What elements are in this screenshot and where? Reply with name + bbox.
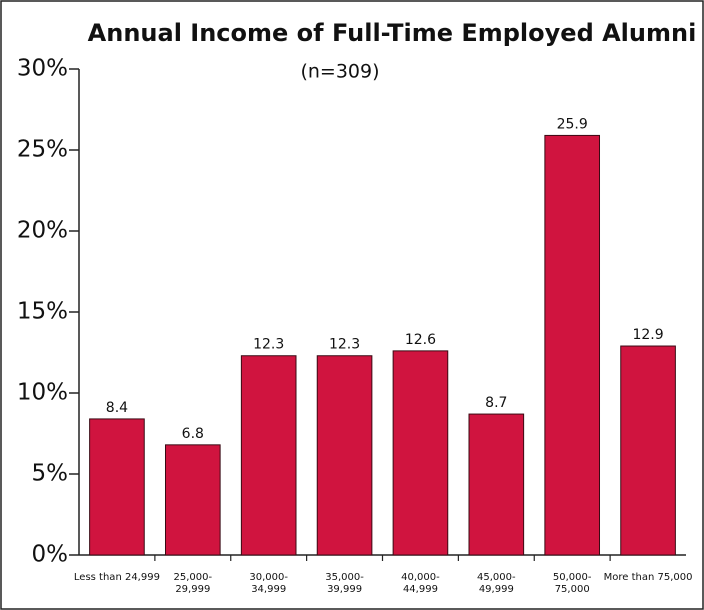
x-tick-label: 30,000- 34,999 [249,572,288,595]
data-label: 8.7 [485,395,507,411]
bar [89,418,145,556]
y-tick-label: 25% [17,137,68,163]
bar [468,413,525,556]
bar [164,444,221,556]
bar [240,355,297,556]
data-label: 8.4 [106,400,128,416]
data-label: 12.6 [405,332,436,348]
data-label: 25.9 [557,116,588,132]
bar [620,345,676,556]
y-tick-label: 10% [17,380,68,406]
chart-subtitle: (n=309) [300,61,379,83]
data-label: 12.3 [329,337,360,353]
x-tick-label: 45,000- 49,999 [477,572,516,595]
bar [316,355,373,556]
x-tick-label: 25,000- 29,999 [173,572,213,595]
x-tick-label: Less than 24,999 [73,572,160,583]
x-tick-label: More than 75,000 [603,572,693,583]
x-tick-label: 50,000- 75,000 [552,572,592,595]
data-label: 12.9 [632,327,663,343]
y-tick-label: 15% [17,299,68,325]
bar [392,350,449,556]
y-tick-label: 0% [32,542,69,568]
x-tick-label: 35,000- 39,999 [325,572,364,595]
data-label: 12.3 [253,337,284,353]
x-tick-label: 40,000- 44,999 [401,572,440,595]
y-tick-label: 20% [17,218,68,244]
bar [544,134,601,556]
data-label: 6.8 [182,426,204,442]
y-tick-label: 5% [32,461,69,487]
y-tick-label: 30% [17,56,68,82]
chart-title: Annual Income of Full-Time Employed Alum… [88,19,697,47]
